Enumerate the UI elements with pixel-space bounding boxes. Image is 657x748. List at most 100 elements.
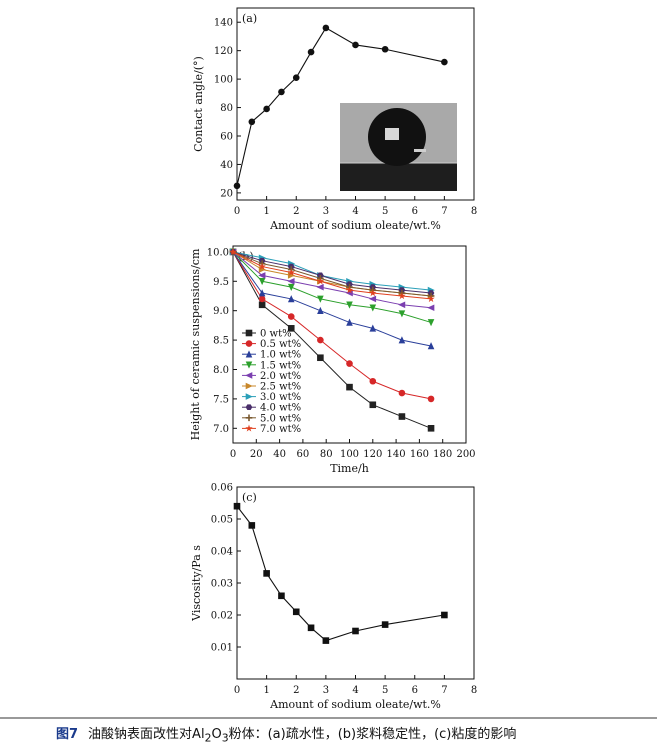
caption-text-before: 油酸钠表面改性对Al (88, 727, 205, 742)
data-point (441, 58, 448, 66)
data-point (258, 277, 266, 286)
x-tick-label: 4 (352, 685, 358, 696)
caption-label: 图7 (56, 727, 79, 742)
figure-caption: 图7 油酸钠表面改性对Al2O3粉体：(a)疏水性，(b)浆料稳定性，(c)粘度的… (56, 723, 516, 745)
x-tick-label: 4 (352, 206, 358, 217)
legend-swatch-marker (245, 361, 253, 369)
series-line (232, 251, 432, 323)
data-point (263, 570, 270, 577)
legend-label: 1.0 wt% (260, 350, 301, 361)
x-tick-label: 80 (320, 449, 333, 460)
data-point (352, 627, 359, 635)
data-point (346, 383, 353, 391)
y-tick-label: 140 (214, 18, 233, 29)
caption-text-mid: O (211, 727, 222, 742)
y-tick-label: 100 (214, 75, 233, 86)
x-tick-label: 0 (234, 685, 240, 696)
data-point (258, 272, 266, 279)
series-line (236, 505, 445, 642)
data-point (369, 401, 377, 409)
y-tick-label: 40 (220, 160, 233, 171)
legend-label: 2.5 wt% (260, 382, 301, 393)
y-tick-label: 8.0 (213, 365, 229, 376)
data-point (369, 295, 377, 303)
data-point (381, 621, 389, 628)
data-point (316, 283, 324, 291)
data-point (352, 41, 359, 49)
legend-item: 5.0 wt% (242, 413, 301, 424)
series-line (232, 251, 432, 291)
legend-swatch-marker (245, 372, 253, 379)
data-point (427, 304, 435, 312)
y-axis-label: Contact angle/(°) (192, 56, 205, 152)
x-tick-label: 6 (412, 685, 418, 696)
data-point (317, 336, 324, 344)
data-point (287, 283, 295, 291)
x-tick-label: 2 (293, 206, 299, 217)
data-point (278, 592, 285, 600)
legend-label: 2.0 wt% (260, 371, 301, 382)
data-point (322, 24, 330, 32)
data-point (287, 325, 295, 332)
data-point (369, 377, 377, 385)
legend-swatch-marker (245, 424, 253, 432)
series-line (232, 251, 432, 347)
data-point (398, 301, 406, 309)
series-line (232, 251, 432, 294)
panel-label: (c) (242, 491, 257, 504)
data-point (307, 624, 315, 632)
legend-label: 3.0 wt% (260, 392, 301, 403)
legend-item: 1.5 wt% (242, 360, 301, 371)
data-point (258, 289, 266, 297)
data-point (287, 295, 295, 303)
legend-swatch-marker (245, 393, 253, 400)
series-2-0-wt- (229, 248, 435, 312)
series-line (232, 251, 432, 309)
legend-label: 0 wt% (260, 329, 292, 340)
data-point (316, 277, 325, 285)
data-point (345, 286, 354, 294)
legend-label: 5.0 wt% (260, 413, 301, 424)
panel-c: 0 1 2 3 4 5 6 7 8 0.01 0.02 0.03 0.04 0.05 0.06 Amount … (190, 483, 477, 712)
data-point (248, 118, 256, 126)
legend-item: 4.0 wt% (242, 403, 301, 414)
legend-item: 1.0 wt% (242, 350, 301, 361)
data-point (317, 306, 324, 314)
x-tick-label: 3 (323, 206, 329, 217)
x-tick-label: 120 (363, 449, 382, 460)
x-tick-label: 0 (230, 449, 236, 460)
x-tick-label: 5 (382, 206, 388, 217)
x-tick-label: 7 (441, 685, 447, 696)
x-tick-label: 100 (340, 449, 359, 460)
x-tick-label: 1 (263, 206, 269, 217)
x-tick-label: 7 (441, 206, 447, 217)
y-axis-label: Viscosity/Pa s (190, 545, 203, 622)
data-point (346, 301, 353, 309)
x-tick-label: 8 (471, 206, 477, 217)
data-point (287, 268, 295, 276)
data-point (398, 310, 406, 318)
data-point (346, 360, 353, 367)
legend-item: 7.0 wt% (242, 424, 301, 435)
y-axis-label: Height of ceramic suspensions/cm (189, 248, 202, 440)
series-7-0-wt- (229, 247, 435, 303)
y-tick-label: 0.06 (211, 483, 233, 494)
x-tick-label: 180 (433, 449, 452, 460)
data-point (233, 182, 241, 190)
legend-swatch-marker (245, 382, 253, 390)
data-point (258, 262, 266, 270)
data-point (322, 637, 330, 644)
data-point (292, 74, 300, 81)
legend-swatch-marker (245, 329, 253, 337)
x-tick-label: 60 (297, 449, 310, 460)
data-point (287, 313, 295, 320)
data-point (263, 105, 270, 113)
legend-swatch-marker (245, 340, 253, 347)
y-tick-label: 20 (220, 188, 233, 199)
data-point (369, 324, 377, 332)
inset-droplet-photo (340, 103, 457, 191)
series-line (236, 27, 445, 186)
legend-label: 7.0 wt% (260, 424, 301, 435)
y-tick-label: 80 (220, 103, 233, 114)
droplet-reflection (414, 149, 426, 152)
